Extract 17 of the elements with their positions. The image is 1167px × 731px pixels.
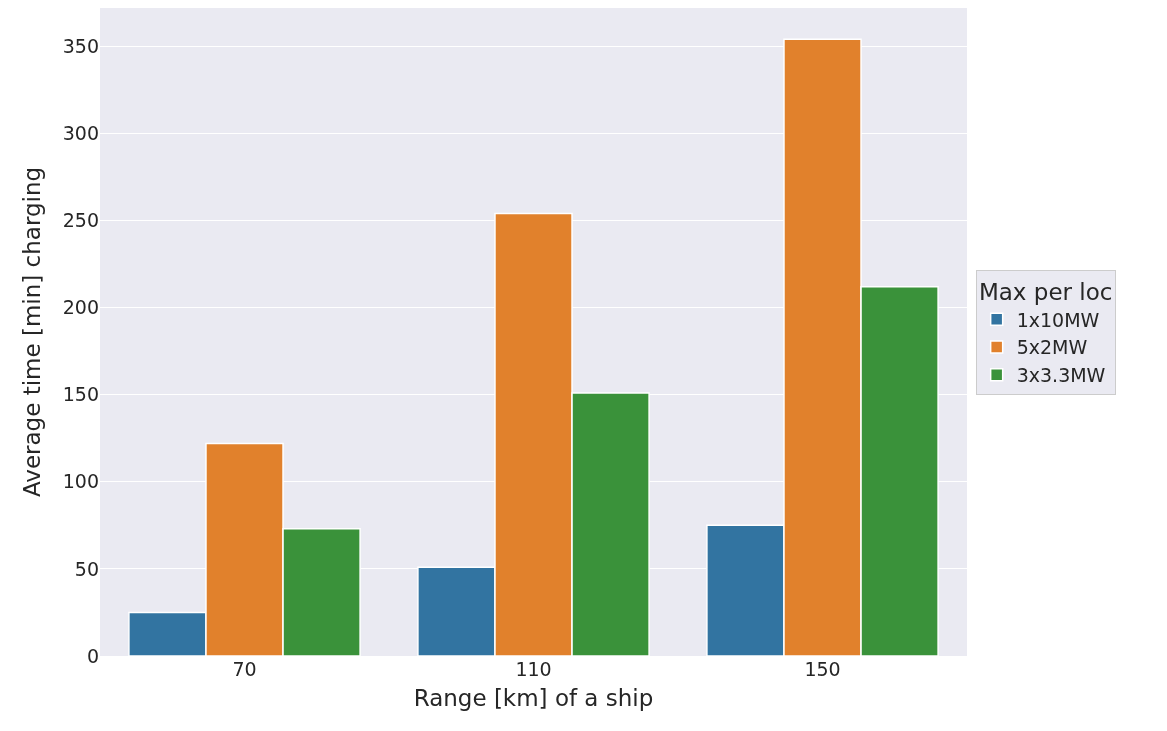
y-tick-label: 150 <box>62 383 99 406</box>
y-axis-title: Average time [min] charging <box>19 166 46 498</box>
legend-title: Max per loc <box>978 279 1113 306</box>
y-tick-label: 350 <box>62 34 99 57</box>
x-tick-label: 150 <box>804 658 841 680</box>
x-tick-label: 70 <box>232 658 257 680</box>
y-tick-label: 50 <box>74 557 99 580</box>
x-tick-label: 110 <box>515 658 552 680</box>
y-tick-label: 0 <box>86 644 99 667</box>
legend-label: 5x2MW <box>1016 336 1088 359</box>
y-tick-label: 250 <box>62 209 99 232</box>
legend-label: 1x10MW <box>1016 308 1100 331</box>
x-axis-title: Range [km] of a ship <box>413 684 654 711</box>
y-tick-label: 200 <box>62 296 99 319</box>
y-tick-label: 300 <box>62 122 99 145</box>
legend-label: 3x3.3MW <box>1016 364 1106 387</box>
y-tick-label: 100 <box>62 470 99 493</box>
